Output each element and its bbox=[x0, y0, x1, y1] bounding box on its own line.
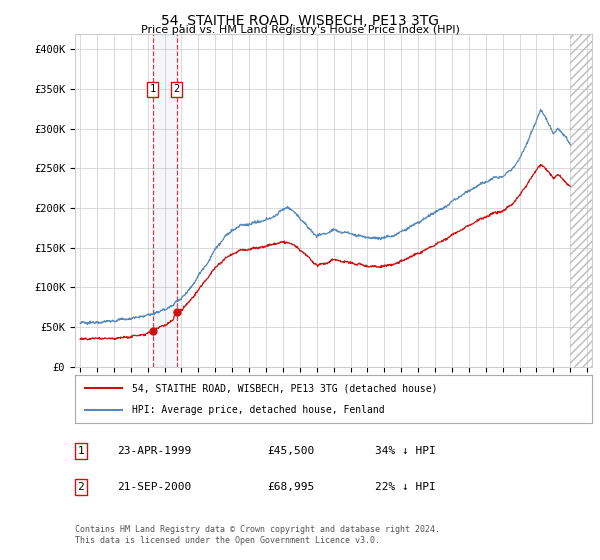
Text: 1: 1 bbox=[149, 84, 156, 94]
Text: 54, STAITHE ROAD, WISBECH, PE13 3TG: 54, STAITHE ROAD, WISBECH, PE13 3TG bbox=[161, 14, 439, 28]
Text: 23-APR-1999: 23-APR-1999 bbox=[117, 446, 191, 456]
Bar bbox=[153, 34, 177, 367]
Text: £45,500: £45,500 bbox=[267, 446, 314, 456]
Text: 1: 1 bbox=[77, 446, 85, 456]
Text: 22% ↓ HPI: 22% ↓ HPI bbox=[375, 482, 436, 492]
Text: 34% ↓ HPI: 34% ↓ HPI bbox=[375, 446, 436, 456]
Text: 54, STAITHE ROAD, WISBECH, PE13 3TG (detached house): 54, STAITHE ROAD, WISBECH, PE13 3TG (det… bbox=[132, 383, 437, 393]
Text: Contains HM Land Registry data © Crown copyright and database right 2024.
This d: Contains HM Land Registry data © Crown c… bbox=[75, 525, 440, 545]
Bar bbox=[570, 34, 592, 367]
Text: Price paid vs. HM Land Registry's House Price Index (HPI): Price paid vs. HM Land Registry's House … bbox=[140, 25, 460, 35]
Text: HPI: Average price, detached house, Fenland: HPI: Average price, detached house, Fenl… bbox=[132, 405, 385, 415]
Text: 2: 2 bbox=[77, 482, 85, 492]
Text: 2: 2 bbox=[173, 84, 180, 94]
Text: 21-SEP-2000: 21-SEP-2000 bbox=[117, 482, 191, 492]
Text: £68,995: £68,995 bbox=[267, 482, 314, 492]
